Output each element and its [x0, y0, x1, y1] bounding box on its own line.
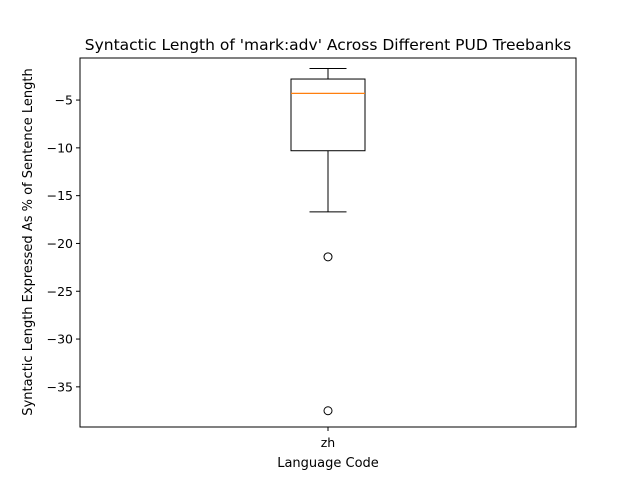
chart-title: Syntactic Length of 'mark:adv' Across Di… — [85, 36, 572, 54]
y-tick-label: −20 — [47, 236, 73, 251]
plot-area — [79, 57, 577, 428]
x-tick-label: zh — [321, 435, 335, 450]
outlier-point — [323, 406, 333, 416]
y-tick-label: −15 — [47, 188, 73, 203]
x-axis: zh — [321, 427, 335, 450]
outlier-point — [323, 252, 333, 262]
y-tick-label: −5 — [55, 93, 73, 108]
y-axis-label: Syntactic Length Expressed As % of Sente… — [21, 68, 36, 415]
y-tick-label: −35 — [47, 379, 73, 394]
box-iqr — [290, 78, 366, 152]
box-series — [290, 68, 366, 416]
y-tick-label: −10 — [47, 140, 73, 155]
y-axis: −5 −10 −15 −20 −25 −30 −35 — [47, 93, 80, 394]
y-tick-label: −30 — [47, 332, 73, 347]
y-tick-label: −25 — [47, 284, 73, 299]
x-axis-label: Language Code — [277, 456, 379, 471]
